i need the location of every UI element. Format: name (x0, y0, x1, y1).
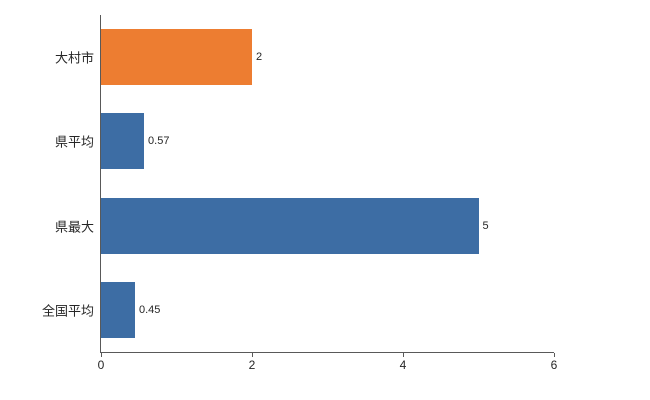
bar (101, 197, 479, 254)
x-tick-mark (403, 353, 404, 357)
value-label: 0.57 (148, 135, 170, 148)
x-tick-label: 2 (248, 358, 256, 372)
x-tick-mark (252, 353, 253, 357)
plot-area: 2 0.57 5 0.45 0 2 4 6 (98, 15, 557, 372)
category-axis-labels: 大村市県平均県最大全国平均 (0, 0, 94, 400)
bar (101, 281, 135, 338)
bar (101, 113, 145, 170)
value-label: 2 (256, 51, 263, 64)
x-tick-label: 0 (97, 358, 105, 372)
category-label: 大村市 (54, 50, 94, 66)
value-label: 5 (482, 219, 489, 232)
x-tick-mark (101, 353, 102, 357)
category-label: 県最大 (54, 219, 94, 235)
category-label: 全国平均 (41, 303, 94, 319)
value-label: 0.45 (138, 303, 161, 316)
x-tick-mark (554, 353, 555, 357)
bar (101, 29, 252, 86)
x-tick-label: 6 (550, 358, 558, 372)
category-label: 県平均 (54, 134, 94, 150)
x-tick-label: 4 (399, 358, 407, 372)
